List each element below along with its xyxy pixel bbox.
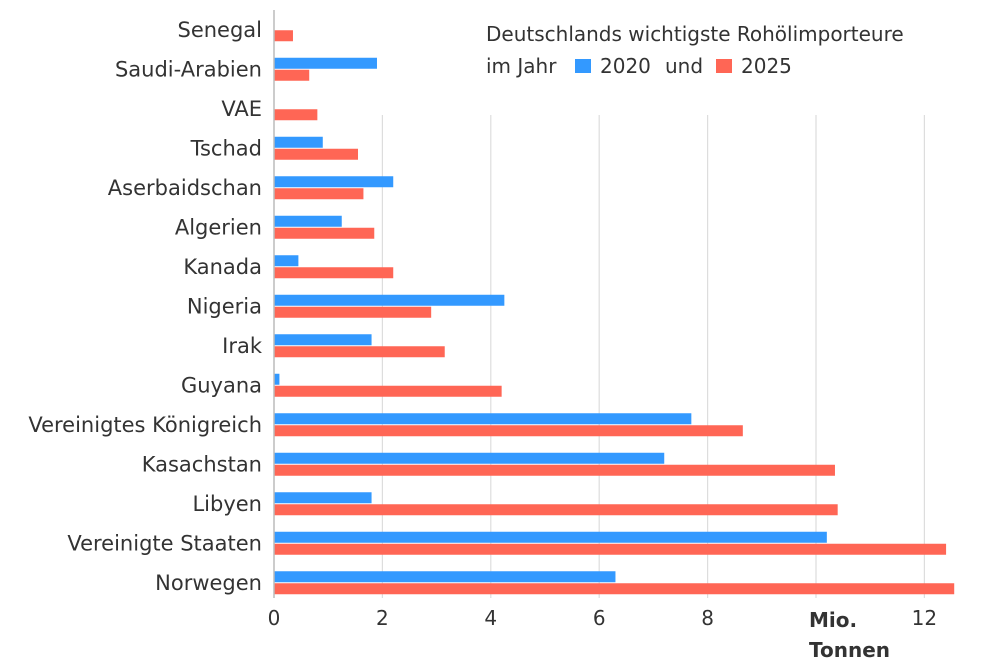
- bar-2025-aserbaidschan: [274, 188, 364, 200]
- chart-title-line1: Deutschlands wichtigste Rohölimporteure: [486, 22, 904, 46]
- x-tick-label-2: 2: [376, 606, 389, 630]
- x-tick-label-8: 8: [701, 606, 714, 630]
- bar-2020-norwegen: [274, 571, 616, 583]
- bar-2020-kasachstan: [274, 452, 665, 464]
- x-tick-label-4: 4: [484, 606, 497, 630]
- category-label-algerien: Algerien: [175, 215, 262, 239]
- bar-2020-vereinigtes-k-nigreich: [274, 413, 692, 425]
- bar-2025-vereinigte-staaten: [274, 543, 947, 555]
- x-axis-unit-label: Mio. Tonnen: [809, 608, 890, 662]
- bar-2025-vereinigtes-k-nigreich: [274, 425, 743, 437]
- category-label-saudi-arabien: Saudi-Arabien: [115, 57, 262, 81]
- category-label-aserbaidschan: Aserbaidschan: [108, 176, 262, 200]
- x-axis-unit-line2: Tonnen: [809, 638, 890, 662]
- category-label-vae: VAE: [221, 97, 262, 121]
- bar-2025-guyana: [274, 385, 502, 397]
- bar-2020-kanada: [274, 255, 299, 267]
- bar-2025-libyen: [274, 504, 838, 516]
- bar-2025-tschad: [274, 148, 359, 160]
- category-label-tschad: Tschad: [190, 136, 262, 160]
- legend-swatch-2025: [716, 59, 732, 73]
- category-label-norwegen: Norwegen: [155, 571, 262, 595]
- x-tick-label-0: 0: [268, 606, 281, 630]
- bar-2025-saudi-arabien: [274, 69, 310, 81]
- bar-2025-senegal: [274, 30, 293, 42]
- category-label-senegal: Senegal: [177, 18, 262, 42]
- bar-2025-norwegen: [274, 583, 955, 595]
- category-label-kasachstan: Kasachstan: [142, 452, 262, 476]
- bar-2020-guyana: [274, 373, 280, 385]
- tick-layer: 0 2 4 6 8 12: [268, 606, 937, 630]
- legend: Deutschlands wichtigste Rohölimporteure …: [486, 22, 904, 78]
- bar-2025-algerien: [274, 227, 375, 239]
- bar-2020-algerien: [274, 215, 342, 227]
- chart-title-line2-prefix: im Jahr: [486, 54, 557, 78]
- legend-label-2020: 2020: [600, 54, 651, 78]
- category-label-vereinigtes-k-nigreich: Vereinigtes Königreich: [28, 413, 262, 437]
- bar-layer: [274, 30, 955, 595]
- x-tick-label-12: 12: [912, 606, 937, 630]
- bar-2025-vae: [274, 109, 318, 121]
- bar-2020-irak: [274, 334, 372, 346]
- category-label-libyen: Libyen: [192, 492, 262, 516]
- x-tick-label-6: 6: [593, 606, 606, 630]
- grid-layer: [381, 115, 926, 598]
- legend-swatch-2020: [575, 59, 591, 73]
- bar-2025-nigeria: [274, 306, 432, 318]
- x-axis-unit-line1: Mio.: [809, 608, 857, 632]
- bar-2020-aserbaidschan: [274, 176, 394, 188]
- bar-2020-saudi-arabien: [274, 57, 377, 69]
- bar-2025-kanada: [274, 267, 394, 279]
- bar-2020-vereinigte-staaten: [274, 531, 827, 543]
- category-label-irak: Irak: [222, 334, 263, 358]
- category-label-guyana: Guyana: [181, 373, 262, 397]
- bar-2020-nigeria: [274, 294, 505, 306]
- category-label-kanada: Kanada: [183, 255, 262, 279]
- bar-2020-libyen: [274, 492, 372, 504]
- label-layer: Senegal Saudi-Arabien VAE Tschad Aserbaidsch…: [28, 18, 262, 595]
- bar-2025-kasachstan: [274, 464, 835, 476]
- category-label-nigeria: Nigeria: [187, 294, 262, 318]
- bar-2020-tschad: [274, 136, 323, 148]
- legend-connector: und: [665, 54, 703, 78]
- bar-2025-irak: [274, 346, 445, 358]
- category-label-vereinigte-staaten: Vereinigte Staaten: [67, 531, 262, 555]
- legend-label-2025: 2025: [741, 54, 792, 78]
